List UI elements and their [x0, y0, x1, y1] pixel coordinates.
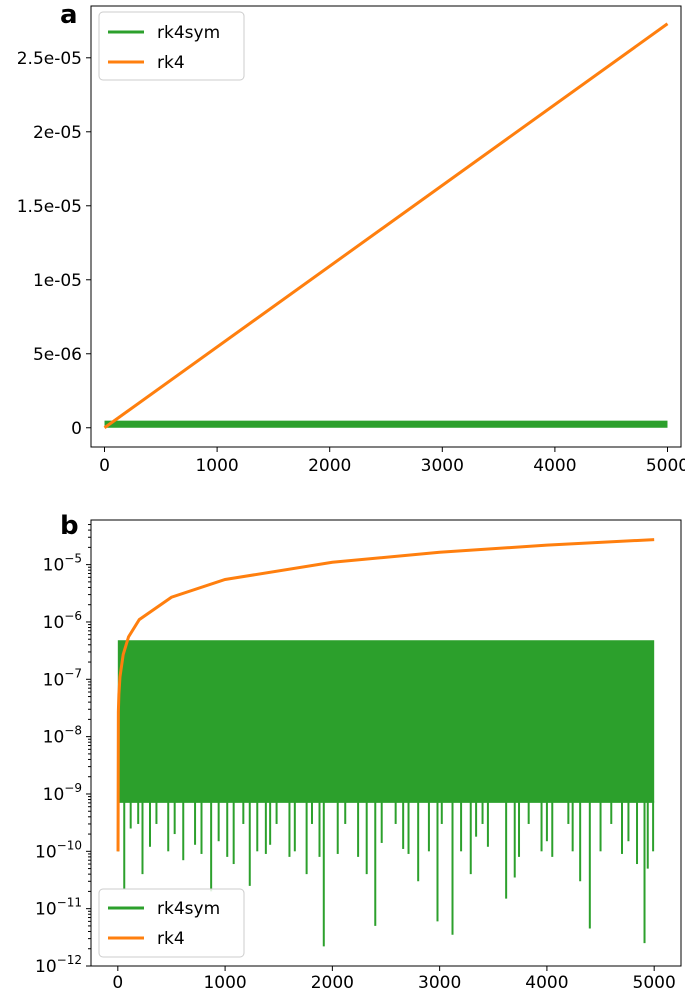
- chart-b-plot-area: [116, 538, 655, 947]
- y-tick-label: 10−11: [35, 896, 82, 920]
- series-rk4sym-band: [104, 420, 668, 428]
- panel-letter-a: a: [60, 0, 78, 30]
- chart-b-legend: rk4sym rk4: [98, 888, 245, 958]
- legend-label-rk4sym: rk4sym: [157, 899, 220, 919]
- chart-b-frame: [90, 519, 682, 967]
- y-tick-label: 10−8: [43, 724, 82, 748]
- y-tick-label: 10−5: [43, 552, 82, 576]
- panel-b: b 0 1000 2000 3000 4000 5000 10−1210−1110−101…: [35, 511, 682, 993]
- chart-a-legend: rk4sym rk4: [98, 11, 245, 81]
- y-tick-label: 10−6: [43, 609, 82, 633]
- chart-b-legend-box: [98, 888, 245, 958]
- chart-b-x-ticks: 0 1000 2000 3000 4000 5000: [112, 966, 676, 993]
- x-tick-label: 5000: [646, 456, 685, 476]
- y-tick-label: 10−12: [35, 953, 82, 977]
- y-tick-label: 1.5e-05: [17, 197, 82, 217]
- panel-letter-b: b: [60, 511, 79, 541]
- series-rk4-line: [116, 538, 655, 852]
- y-tick-label: 10−7: [43, 666, 82, 690]
- y-tick-label: 2e-05: [33, 123, 82, 143]
- legend-label-rk4sym: rk4sym: [157, 23, 220, 43]
- y-tick-label: 10−9: [43, 781, 82, 805]
- chart-a-plot-area: [103, 22, 669, 429]
- x-tick-label: 3000: [418, 973, 461, 993]
- x-tick-label: 2000: [311, 973, 354, 993]
- legend-label-rk4: rk4: [157, 53, 185, 73]
- chart-a-y-ticks: 0 5e-06 1e-05 1.5e-05 2e-05 2.5e-05: [17, 49, 91, 439]
- y-tick-label: 1e-05: [33, 271, 82, 291]
- chart-b-y-ticks: 10−12 10−11 10−10 10−9 10−8 10−7 10−6 10−5: [35, 524, 91, 977]
- x-tick-label: 4000: [525, 973, 568, 993]
- x-tick-label: 0: [99, 456, 110, 476]
- chart-a-frame: [90, 5, 682, 448]
- panel-a: a 0 1000 2000 3000 4000 5000 0 5e-06 1e-05 1.5e-…: [17, 0, 685, 476]
- y-tick-label: 2.5e-05: [17, 49, 82, 69]
- x-tick-label: 1000: [203, 973, 246, 993]
- x-tick-label: 4000: [533, 456, 576, 476]
- x-tick-label: 3000: [421, 456, 464, 476]
- x-tick-label: 5000: [633, 973, 676, 993]
- series-rk4sym-band: [117, 640, 655, 803]
- y-tick-label: 5e-06: [33, 345, 82, 365]
- y-tick-label: 10−10: [35, 838, 82, 862]
- x-tick-label: 0: [112, 973, 123, 993]
- y-tick-label: 0: [71, 419, 82, 439]
- series-rk4-line: [103, 22, 669, 429]
- x-tick-label: 1000: [195, 456, 238, 476]
- chart-a-x-ticks: 0 1000 2000 3000 4000 5000: [99, 447, 685, 476]
- legend-label-rk4: rk4: [157, 929, 185, 949]
- x-tick-label: 2000: [308, 456, 351, 476]
